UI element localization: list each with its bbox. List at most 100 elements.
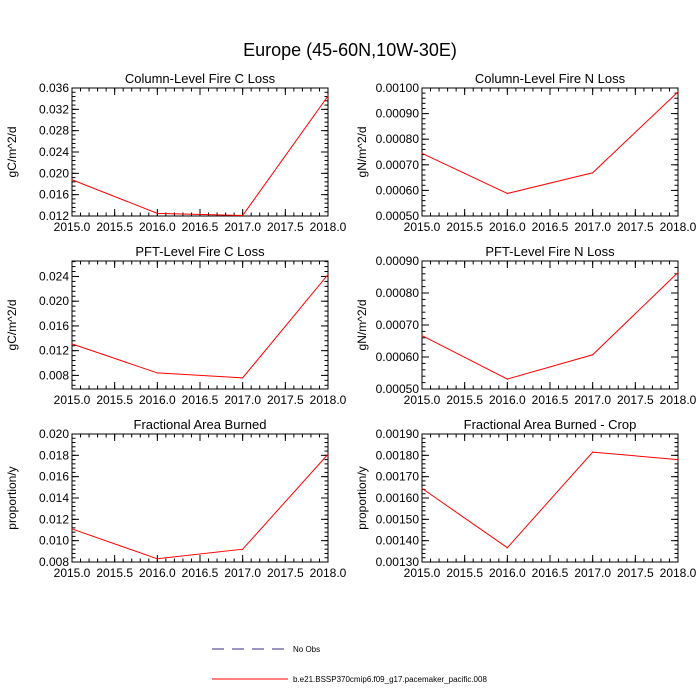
y-tick-label: 0.00050 [376,382,420,396]
x-tick-label: 2016.5 [182,220,219,234]
y-tick-label: 0.00150 [376,512,420,526]
x-tick-label: 2018.0 [310,566,347,580]
y-tick-label: 0.016 [39,470,69,484]
y-axis-label: proportion/y [5,466,19,529]
data-point [592,451,594,453]
y-tick-label: 0.00170 [376,470,420,484]
data-point [327,274,329,276]
x-tick-label: 2017.5 [617,393,654,407]
y-tick-label: 0.016 [39,188,69,202]
y-axis-label: proportion/y [355,466,369,529]
x-tick-label: 2016.0 [139,220,176,234]
data-point [421,487,423,489]
series-line [421,91,679,194]
y-tick-label: 0.00060 [376,350,420,364]
x-tick-label: 2016.0 [489,393,526,407]
x-tick-label: 2015.0 [54,566,91,580]
series-line [421,451,679,549]
y-tick-label: 0.018 [39,448,69,462]
panel-title: Fractional Area Burned - Crop [464,417,637,432]
x-tick-label: 2016.5 [532,393,569,407]
y-tick-label: 0.00160 [376,491,420,505]
chart-panel: PFT-Level Fire N Loss gN/m^2/d 2015.0 2015.… [355,244,697,407]
x-tick-label: 2016.0 [489,566,526,580]
x-tick-label: 2016.5 [182,566,219,580]
chart-panel: Fractional Area Burned proportion/y 2015.0… [5,417,347,580]
x-tick-label: 2018.0 [310,220,347,234]
x-tick-label: 2015.5 [446,393,483,407]
data-point [327,453,329,455]
data-point [327,95,329,97]
data-point [506,547,508,549]
x-tick-label: 2017.5 [267,566,304,580]
y-axis-label: gN/m^2/d [355,300,369,351]
x-tick-label: 2015.0 [404,393,441,407]
panels: Column-Level Fire C Loss gC/m^2/d 2015.0 20… [5,71,697,580]
x-tick-label: 2016.5 [532,220,569,234]
x-tick-label: 2015.0 [54,393,91,407]
data-point [71,343,73,345]
data-point [592,172,594,174]
data-point [242,377,244,379]
y-tick-label: 0.024 [39,145,69,159]
x-tick-label: 2018.0 [660,220,697,234]
x-tick-label: 2015.5 [446,220,483,234]
series-line [71,274,329,379]
y-tick-label: 0.00140 [376,534,420,548]
x-tick-label: 2015.0 [54,220,91,234]
x-tick-label: 2015.0 [404,220,441,234]
data-point [421,334,423,337]
legend: No Obs b.e21.BSSP370cmip6.f09_g17.pacemak… [212,645,487,684]
legend-item: b.e21.BSSP370cmip6.f09_g17.pacemaker_pac… [212,675,487,684]
x-tick-label: 2015.5 [96,393,133,407]
plot-frame [421,433,679,563]
x-tick-label: 2015.0 [404,566,441,580]
plot-frame [421,260,679,390]
plot-frame [421,87,679,217]
legend-label: b.e21.BSSP370cmip6.f09_g17.pacemaker_pac… [293,675,487,684]
data-point [242,548,244,550]
y-tick-label: 0.00050 [376,209,420,223]
x-tick-label: 2018.0 [310,393,347,407]
y-tick-label: 0.00190 [376,427,420,441]
data-point [506,378,508,380]
y-tick-label: 0.016 [39,319,69,333]
series-line [421,272,679,380]
x-tick-label: 2017.0 [224,393,261,407]
x-tick-label: 2015.5 [96,220,133,234]
x-tick-label: 2017.0 [224,566,261,580]
y-tick-label: 0.00090 [376,107,420,121]
x-tick-label: 2016.5 [532,566,569,580]
x-tick-label: 2017.5 [267,393,304,407]
panel-title: PFT-Level Fire C Loss [135,244,265,259]
y-axis-label: gC/m^2/d [5,127,19,178]
y-tick-label: 0.00070 [376,158,420,172]
data-point [677,459,679,461]
x-tick-label: 2016.0 [139,393,176,407]
y-tick-label: 0.00070 [376,318,420,332]
panel-title: Column-Level Fire N Loss [475,71,626,86]
data-point [156,212,158,214]
data-point [156,558,158,560]
x-tick-label: 2018.0 [660,566,697,580]
y-tick-label: 0.00060 [376,183,420,197]
chart-panel: PFT-Level Fire C Loss gC/m^2/d 2015.0 2015.… [5,244,347,407]
chart-panel: Fractional Area Burned - Crop proportion/… [355,417,697,580]
series-line [71,95,329,216]
x-tick-label: 2017.0 [574,566,611,580]
x-tick-label: 2017.5 [267,220,304,234]
x-tick-label: 2016.0 [139,566,176,580]
chart-panel: Column-Level Fire C Loss gC/m^2/d 2015.0 20… [5,71,347,234]
y-tick-label: 0.00080 [376,286,420,300]
y-tick-label: 0.020 [39,166,69,180]
x-tick-label: 2016.0 [489,220,526,234]
y-axis-label: gC/m^2/d [5,300,19,351]
x-tick-label: 2015.5 [96,566,133,580]
panel-title: Column-Level Fire C Loss [125,71,276,86]
data-point [421,152,423,154]
x-tick-label: 2017.5 [617,220,654,234]
data-point [592,354,594,356]
legend-item: No Obs [212,645,320,654]
y-axis-label: gN/m^2/d [355,127,369,178]
